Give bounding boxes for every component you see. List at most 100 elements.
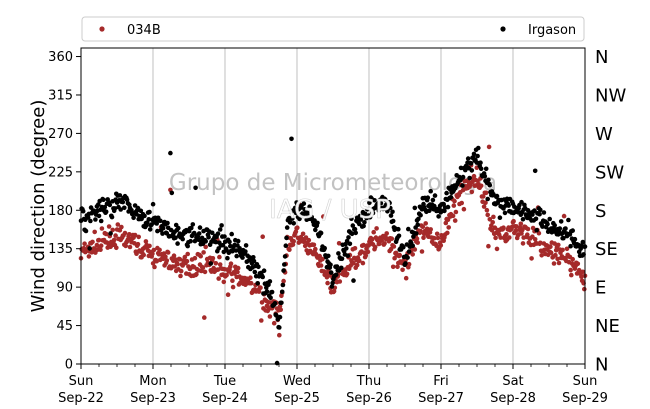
data-point-034b	[182, 254, 188, 260]
data-point-irgason	[541, 210, 547, 215]
data-point-irgason	[282, 262, 287, 267]
data-point-irgason	[471, 151, 477, 157]
data-point-irgason	[412, 205, 418, 211]
data-point-034b	[446, 225, 452, 230]
data-point-irgason	[410, 243, 416, 249]
data-point-irgason	[129, 207, 134, 213]
data-point-irgason	[155, 228, 160, 234]
data-point-irgason	[228, 243, 233, 249]
data-point-irgason	[328, 270, 334, 275]
data-point-irgason	[160, 231, 165, 236]
data-point-irgason	[272, 301, 278, 306]
data-point-irgason	[411, 234, 416, 239]
data-point-irgason	[142, 213, 147, 219]
data-point-034b	[178, 268, 184, 274]
data-point-irgason	[185, 243, 190, 249]
data-point-irgason	[117, 193, 123, 198]
data-points	[78, 136, 588, 366]
data-point-irgason	[203, 239, 208, 244]
y-tick-label: 360	[48, 50, 73, 65]
x-tick-label-day: Sun	[573, 374, 598, 389]
data-point-irgason	[240, 255, 245, 260]
data-point-irgason	[350, 223, 356, 228]
data-point-irgason	[572, 236, 578, 242]
y-tick-label: 315	[48, 88, 73, 103]
data-point-irgason	[282, 254, 288, 259]
data-point-034b	[203, 244, 208, 250]
data-point-irgason	[405, 255, 410, 260]
data-point-034b	[99, 226, 105, 231]
data-point-034b	[374, 226, 379, 231]
data-point-034b	[123, 243, 128, 249]
data-point-034b	[313, 246, 318, 252]
data-point-034b	[235, 265, 241, 271]
data-point-034b	[483, 200, 488, 205]
data-point-034b	[287, 247, 292, 252]
data-point-irgason	[364, 207, 370, 212]
data-point-irgason	[215, 231, 221, 236]
data-point-034b	[568, 267, 573, 273]
data-point-irgason	[243, 249, 248, 254]
compass-label: N	[595, 355, 608, 376]
data-point-irgason	[388, 205, 393, 211]
data-point-034b	[228, 261, 234, 267]
data-point-irgason	[390, 209, 395, 215]
data-point-irgason	[193, 185, 198, 191]
data-point-irgason	[346, 235, 351, 240]
axes: Sun Sep-22 Mon Sep-23 Tue Sep-24 Wed Sep-25 Thu S…	[48, 47, 626, 406]
data-point-034b	[513, 228, 519, 233]
compass-label: E	[595, 278, 606, 299]
data-point-irgason	[339, 256, 345, 262]
data-point-irgason	[101, 197, 106, 202]
x-tick-label-date: Sep-23	[130, 391, 176, 406]
data-point-irgason	[98, 218, 104, 224]
data-point-034b	[556, 242, 561, 248]
data-point-034b	[256, 289, 262, 294]
x-tick-label-date: Sep-24	[202, 391, 248, 406]
data-point-irgason	[349, 216, 354, 221]
data-point-irgason	[173, 235, 178, 240]
data-point-irgason	[256, 264, 261, 270]
data-point-irgason	[83, 228, 89, 234]
data-point-irgason	[344, 246, 349, 251]
data-point-irgason	[147, 209, 152, 215]
legend-marker-034b	[99, 26, 105, 32]
data-point-irgason	[540, 224, 545, 229]
data-point-034b	[560, 247, 565, 253]
x-tick-label-date: Sep-28	[490, 391, 536, 406]
data-point-irgason	[460, 183, 465, 188]
data-point-034b	[114, 245, 119, 251]
data-point-irgason	[268, 295, 273, 301]
data-point-irgason	[330, 280, 335, 286]
data-point-irgason	[570, 228, 575, 233]
data-point-034b	[281, 278, 286, 284]
data-point-irgason	[547, 216, 552, 222]
data-point-034b	[103, 231, 109, 237]
data-point-irgason	[150, 201, 156, 207]
data-point-irgason	[279, 300, 284, 306]
data-point-034b	[165, 250, 171, 255]
data-point-034b	[152, 264, 157, 270]
data-point-irgason	[444, 190, 449, 196]
compass-label: NE	[595, 316, 620, 337]
data-point-irgason	[519, 199, 524, 205]
data-point-irgason	[406, 249, 412, 254]
data-point-irgason	[287, 220, 293, 225]
data-point-034b	[115, 222, 121, 227]
data-point-irgason	[291, 221, 297, 226]
data-point-034b	[357, 258, 362, 264]
data-point-034b	[177, 257, 183, 262]
data-point-034b	[143, 239, 149, 244]
data-point-034b	[200, 265, 206, 271]
data-point-irgason	[561, 235, 566, 241]
data-point-irgason	[334, 264, 340, 269]
data-point-034b	[382, 241, 387, 246]
data-point-034b	[321, 214, 326, 219]
data-point-034b	[122, 230, 128, 236]
data-point-irgason	[243, 243, 249, 248]
data-point-034b	[113, 233, 118, 238]
data-point-irgason	[534, 227, 539, 233]
data-point-irgason	[367, 214, 373, 220]
data-point-034b	[248, 275, 253, 281]
data-point-034b	[400, 267, 405, 273]
